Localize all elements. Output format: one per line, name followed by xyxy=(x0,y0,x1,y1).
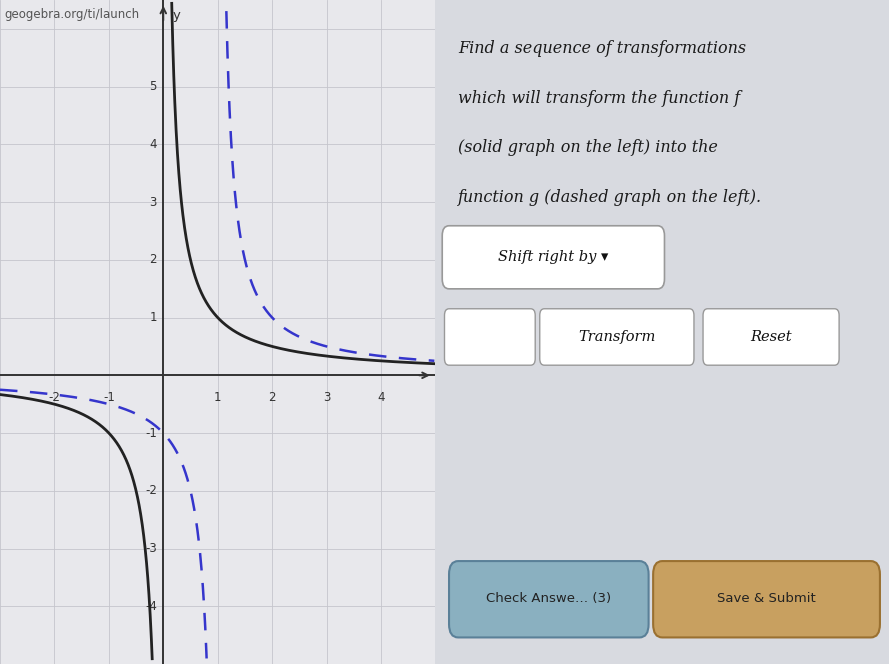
Text: -4: -4 xyxy=(145,600,156,613)
Text: 1: 1 xyxy=(149,311,156,324)
FancyBboxPatch shape xyxy=(449,561,649,637)
Text: (solid graph on the left) into the: (solid graph on the left) into the xyxy=(458,139,718,157)
Text: 5: 5 xyxy=(149,80,156,93)
Text: Transform: Transform xyxy=(578,329,655,344)
Text: -2: -2 xyxy=(49,392,60,404)
Text: 1: 1 xyxy=(214,392,221,404)
Text: -3: -3 xyxy=(145,542,156,555)
FancyBboxPatch shape xyxy=(444,309,535,365)
Text: Save & Submit: Save & Submit xyxy=(717,592,816,606)
FancyBboxPatch shape xyxy=(653,561,880,637)
Text: 2: 2 xyxy=(149,254,156,266)
Text: 4: 4 xyxy=(377,392,385,404)
Text: -2: -2 xyxy=(145,484,156,497)
Text: 4: 4 xyxy=(149,138,156,151)
FancyBboxPatch shape xyxy=(703,309,839,365)
Text: function g (dashed graph on the left).: function g (dashed graph on the left). xyxy=(458,189,762,207)
Text: 3: 3 xyxy=(323,392,330,404)
Text: Check Answe… (3): Check Answe… (3) xyxy=(486,592,612,606)
Text: which will transform the function f: which will transform the function f xyxy=(458,90,741,107)
FancyBboxPatch shape xyxy=(540,309,694,365)
Text: -1: -1 xyxy=(103,392,115,404)
Text: Reset: Reset xyxy=(750,329,792,344)
Text: -1: -1 xyxy=(145,426,156,440)
Text: 3: 3 xyxy=(149,196,156,208)
Text: geogebra.org/ti/launch: geogebra.org/ti/launch xyxy=(4,8,140,21)
Text: 2: 2 xyxy=(268,392,276,404)
FancyBboxPatch shape xyxy=(442,226,664,289)
Text: Shift right by ▾: Shift right by ▾ xyxy=(498,250,609,264)
Text: y: y xyxy=(173,9,181,22)
Text: Find a sequence of transformations: Find a sequence of transformations xyxy=(458,40,746,57)
